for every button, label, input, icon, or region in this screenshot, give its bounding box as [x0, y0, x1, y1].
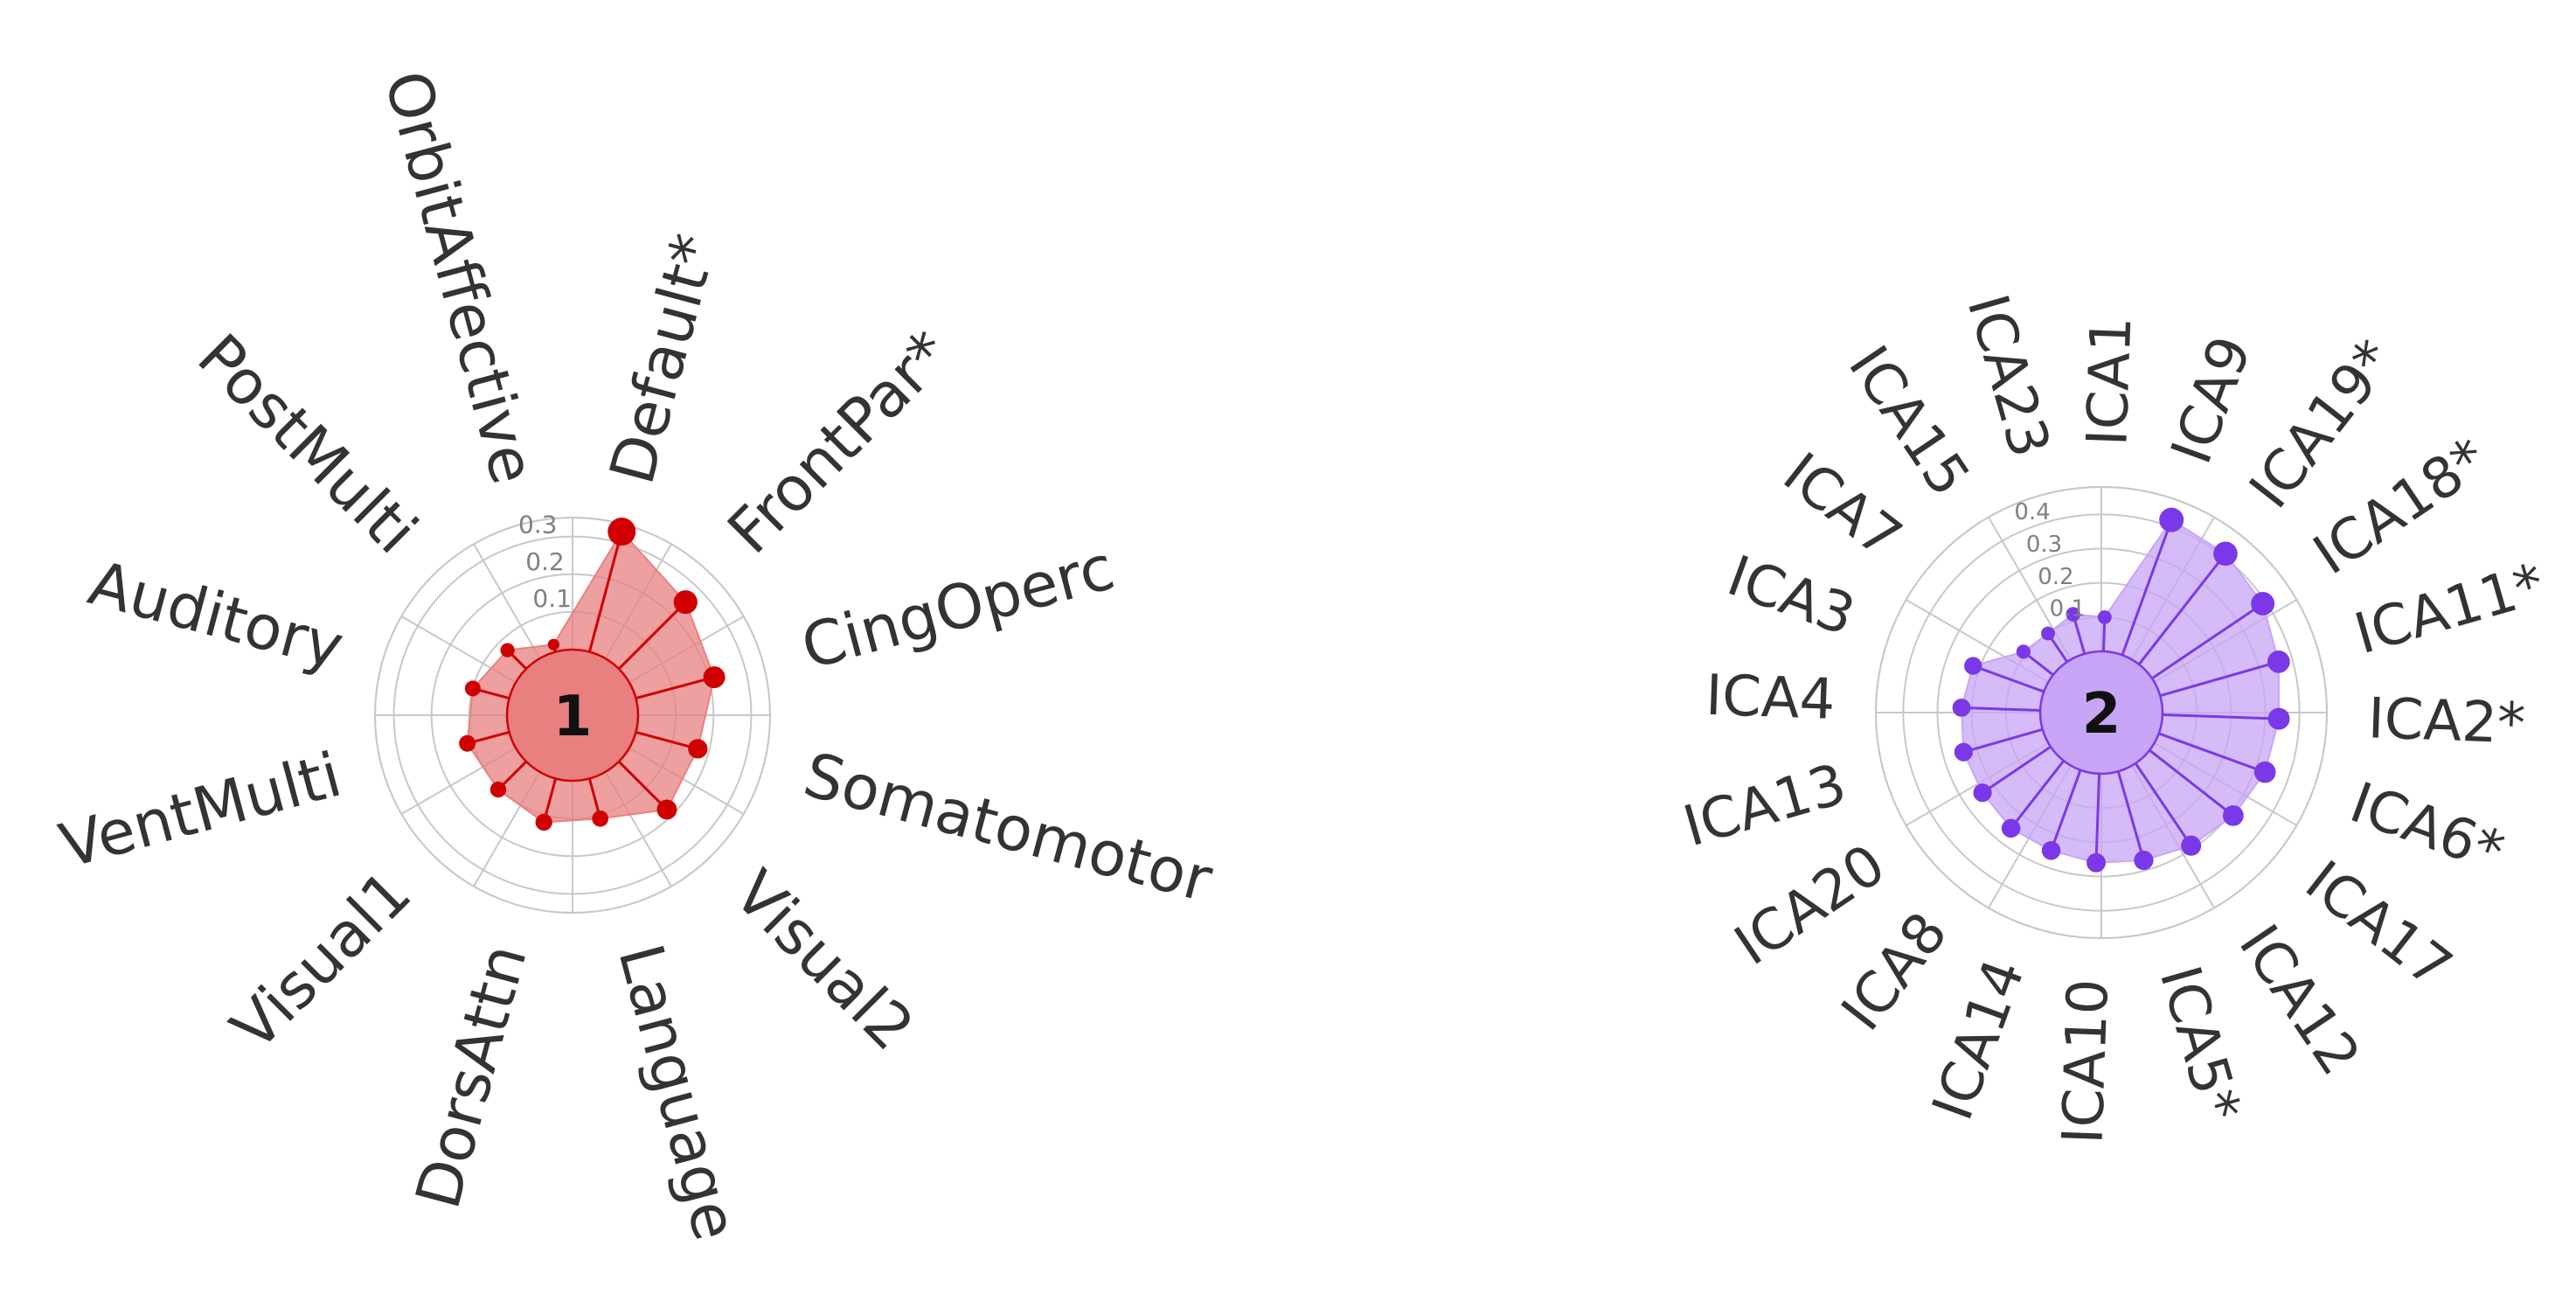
category-label: ICA10 — [2051, 977, 2121, 1144]
radial-tick-label: 0.1 — [532, 584, 572, 613]
data-point — [2001, 818, 2021, 838]
data-spoke — [1961, 706, 2041, 713]
data-point — [500, 643, 515, 657]
radial-tick-label: 0.2 — [2038, 564, 2073, 590]
radial-tick-label: 0.4 — [2014, 499, 2050, 525]
category-label: Default* — [596, 227, 731, 491]
data-point — [592, 810, 609, 827]
data-point — [464, 680, 481, 697]
category-label: ICA13 — [1677, 752, 1853, 859]
center-hub — [2038, 650, 2164, 776]
category-label: ICA6* — [2342, 770, 2512, 885]
category-label: PostMulti — [184, 320, 431, 567]
category-label: ICA7 — [1771, 441, 1913, 571]
category-label: ICA9 — [2159, 328, 2264, 471]
data-spoke — [635, 730, 698, 750]
data-point — [2267, 650, 2290, 673]
category-label: ICA3 — [1719, 544, 1863, 649]
data-spoke — [617, 760, 669, 811]
radar-chart-2: 0.10.20.30.42ICA9ICA19*ICA18*ICA11*ICA2*… — [1677, 288, 2551, 1144]
data-point — [2181, 835, 2202, 856]
data-point — [547, 638, 559, 650]
data-point — [608, 518, 636, 546]
data-spoke — [1972, 664, 2045, 693]
radar-chart-1: 0.1 0.2 0.3 1 Default*FrontPar*CingOperc Soma… — [52, 64, 1219, 1248]
data-point — [459, 734, 476, 752]
category-label: FrontPar* — [714, 317, 964, 567]
data-spoke — [2134, 762, 2192, 847]
data-point — [2134, 850, 2154, 871]
data-point — [2213, 541, 2238, 567]
category-label: Visual2 — [720, 857, 927, 1064]
data-spoke — [2094, 773, 2101, 863]
data-point — [2253, 761, 2276, 783]
data-spoke — [2121, 519, 2173, 656]
data-point — [2251, 592, 2275, 616]
radial-tick-label: 0.1 — [2050, 596, 2086, 623]
data-point — [1954, 742, 1973, 762]
data-point — [490, 781, 507, 798]
data-point — [2066, 607, 2081, 622]
data-spoke — [2159, 660, 2280, 698]
category-label: Somatomotor — [796, 739, 1219, 916]
radial-tick-label: 0.3 — [2026, 532, 2062, 558]
data-spoke — [2151, 602, 2264, 680]
radial-tick-label: 0.2 — [525, 547, 565, 576]
data-spoke — [587, 531, 623, 652]
data-point — [1964, 657, 1982, 675]
radial-tick-label: 0.3 — [518, 510, 558, 539]
category-label: ICA14 — [1920, 951, 2038, 1129]
category-label: OrbitAffective — [371, 64, 550, 491]
center-hub — [505, 648, 640, 783]
category-label: CingOperc — [795, 532, 1121, 684]
data-spoke — [2050, 769, 2082, 852]
data-spoke — [2149, 748, 2234, 817]
data-point — [2016, 644, 2031, 659]
data-spoke — [2010, 760, 2066, 830]
data-spoke — [1962, 727, 2044, 754]
center-label: 2 — [2082, 682, 2121, 747]
data-spoke — [2158, 732, 2266, 774]
data-spoke — [635, 676, 715, 700]
category-label: ICA2* — [2367, 686, 2527, 756]
category-label: DorsAttn — [402, 937, 541, 1216]
category-label: ICA23 — [1955, 288, 2062, 464]
data-spoke — [2162, 713, 2280, 720]
category-label: ICA5* — [2147, 959, 2253, 1128]
data-point — [656, 799, 677, 820]
data-point — [1952, 699, 1971, 717]
data-point — [688, 739, 708, 759]
data-spoke — [2116, 770, 2145, 861]
data-spoke — [2137, 553, 2227, 665]
data-point — [1973, 783, 1992, 803]
category-label: Auditory — [82, 547, 351, 684]
data-point — [2041, 841, 2061, 860]
data-point — [703, 666, 726, 689]
data-point — [2086, 852, 2106, 873]
data-point — [2267, 707, 2290, 730]
data-point — [673, 590, 698, 615]
data-spoke — [617, 601, 687, 671]
data-point — [2097, 609, 2112, 624]
category-label: ICA4 — [1705, 664, 1837, 733]
category-label: VentMulti — [52, 739, 348, 882]
category-label: ICA8 — [1830, 901, 1960, 1042]
category-label: ICA11* — [2348, 552, 2552, 667]
data-point — [2222, 804, 2244, 826]
category-label: ICA1 — [2075, 316, 2144, 448]
category-label: Visual1 — [218, 857, 425, 1064]
data-point — [2159, 507, 2184, 532]
data-point — [535, 813, 552, 831]
data-spoke — [1982, 745, 2052, 794]
data-point — [2041, 626, 2055, 641]
category-label: Language — [604, 937, 752, 1248]
center-label: 1 — [553, 685, 593, 749]
